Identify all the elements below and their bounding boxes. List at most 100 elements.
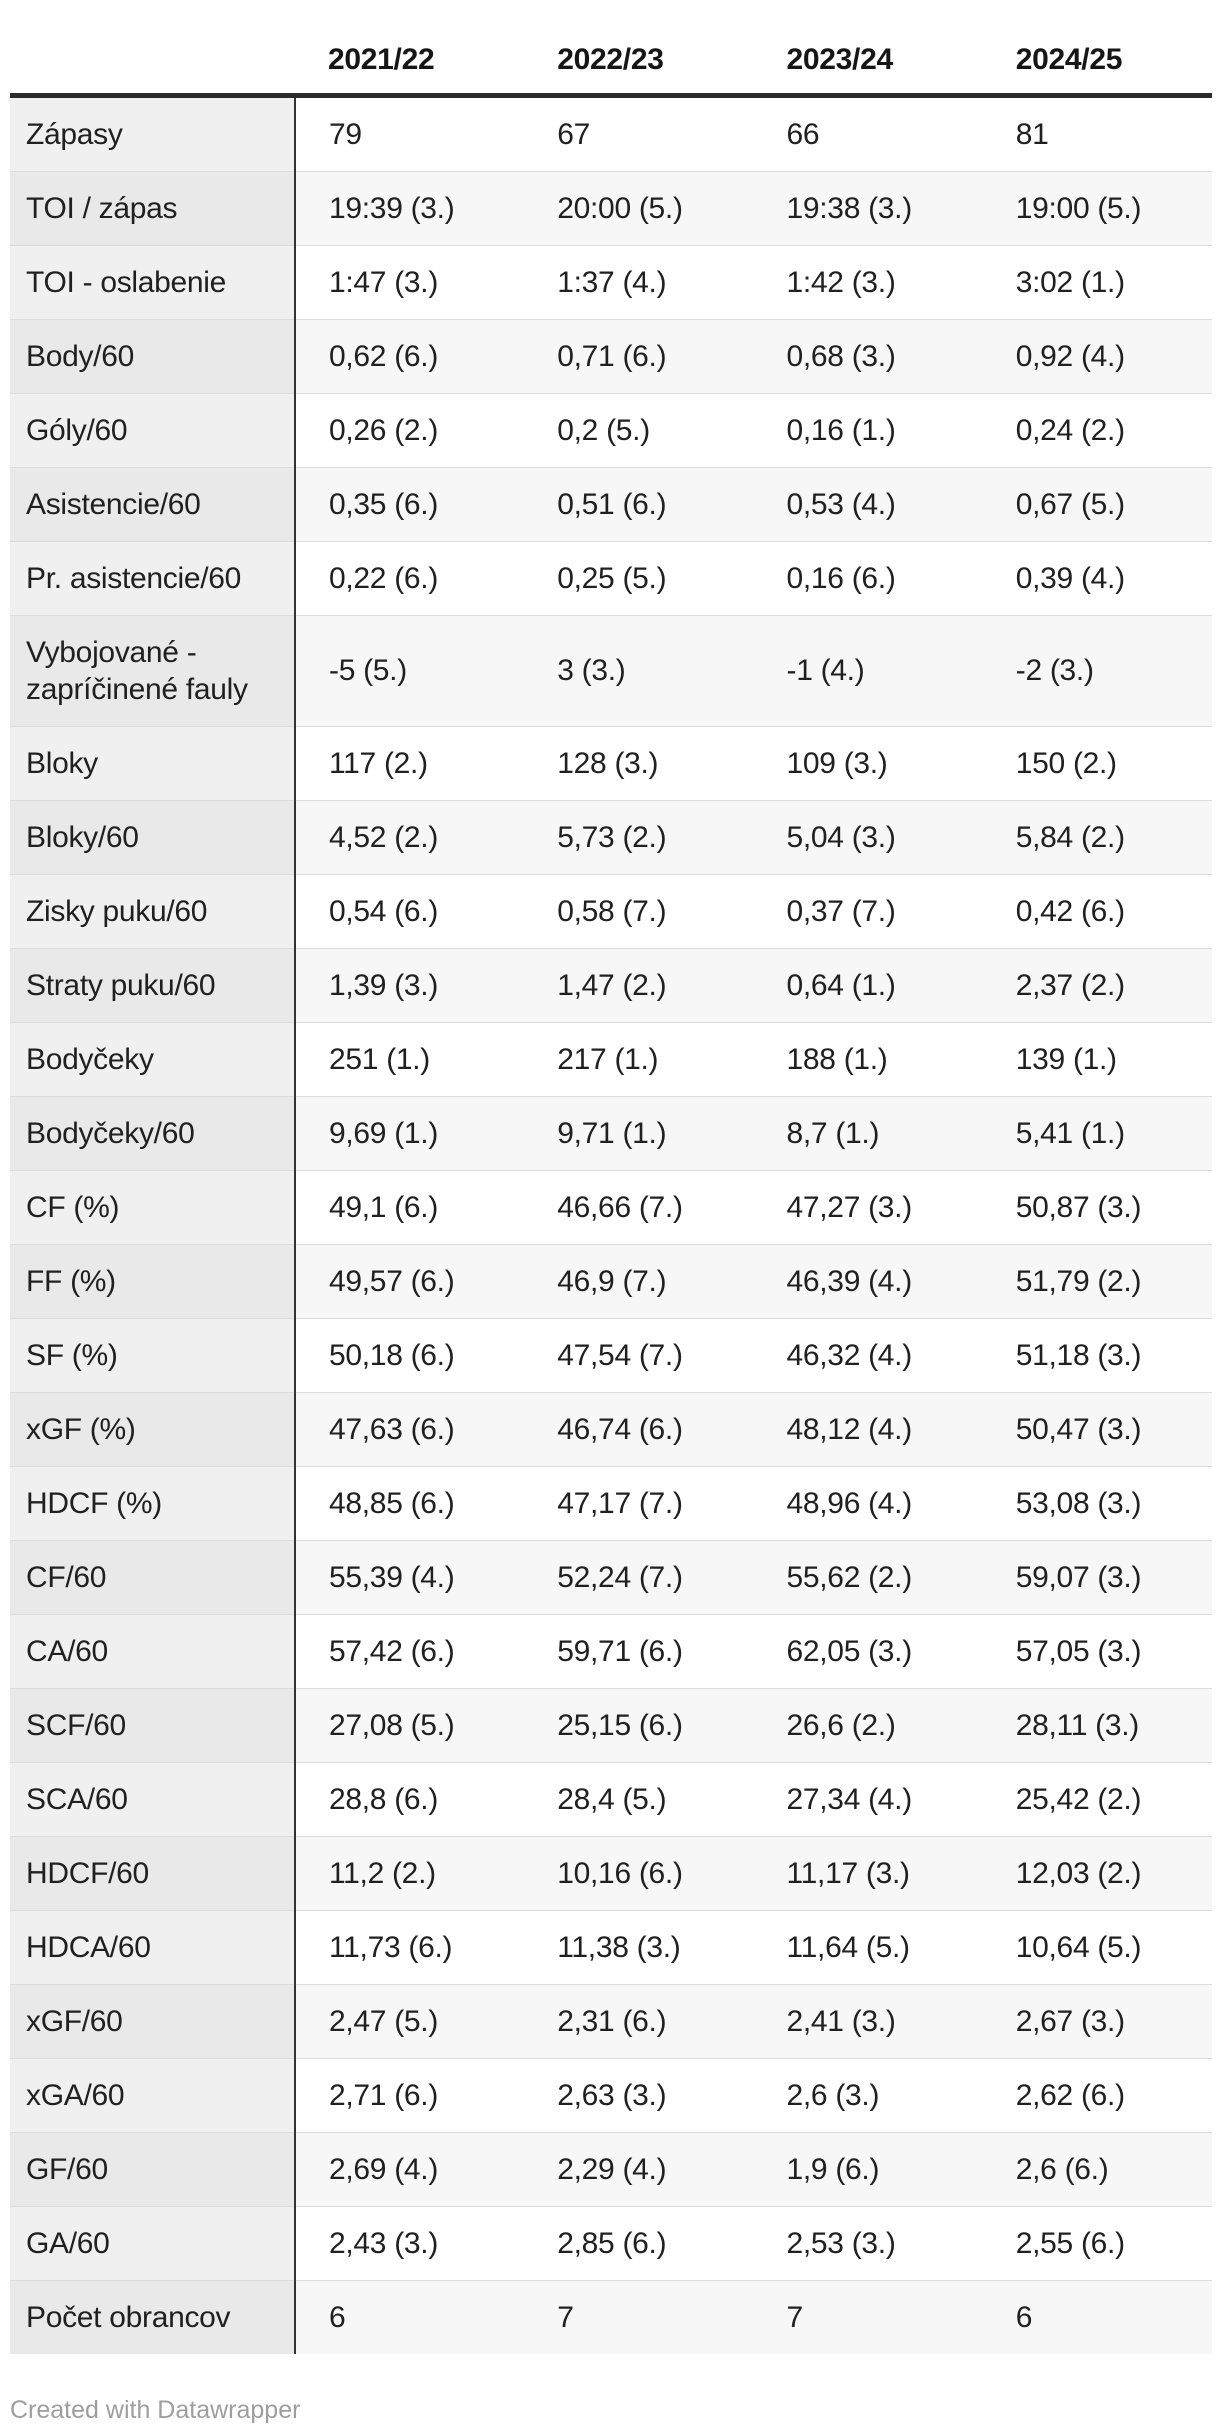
table-cell: 2,31 (6.) (524, 1983, 754, 2058)
table-cell: 11,64 (5.) (753, 1909, 983, 1984)
table-cell: 59,07 (3.) (982, 1539, 1212, 1614)
table-row: Bloky/60 4,52 (2.) 5,73 (2.) 5,04 (3.) 5,84 … (10, 799, 1212, 874)
row-label: Zápasy (10, 95, 296, 171)
table-cell: -2 (3.) (982, 614, 1212, 726)
table-cell: 25,42 (2.) (982, 1761, 1212, 1836)
table-row: HDCA/60 11,73 (6.) 11,38 (3.) 11,64 (5.) 10,… (10, 1909, 1212, 1984)
row-label: CA/60 (10, 1613, 296, 1688)
table-cell: 50,87 (3.) (982, 1169, 1212, 1244)
table-cell: 2,47 (5.) (295, 1983, 525, 2058)
row-label: CF/60 (10, 1539, 296, 1614)
table-cell: 1:37 (4.) (524, 244, 754, 319)
table-cell: 55,39 (4.) (295, 1539, 525, 1614)
table-cell: 28,11 (3.) (982, 1687, 1212, 1762)
table-cell: 27,08 (5.) (295, 1687, 525, 1762)
table-row: SF (%) 50,18 (6.) 47,54 (7.) 46,32 (4.) 51,1… (10, 1317, 1212, 1392)
row-label: TOI - oslabenie (10, 244, 296, 319)
table-cell: 217 (1.) (524, 1021, 754, 1096)
table-cell: 6 (982, 2279, 1212, 2354)
table-cell: 2,6 (6.) (982, 2131, 1212, 2206)
table-row: HDCF/60 11,2 (2.) 10,16 (6.) 11,17 (3.) 12,0… (10, 1835, 1212, 1910)
table-cell: 2,37 (2.) (982, 947, 1212, 1022)
row-label: Pr. asistencie/60 (10, 540, 296, 615)
table-cell: 52,24 (7.) (524, 1539, 754, 1614)
table-cell: 19:39 (3.) (295, 170, 525, 245)
table-cell: 2,85 (6.) (524, 2205, 754, 2280)
table-cell: 0,24 (2.) (982, 392, 1212, 467)
table-cell: 49,1 (6.) (295, 1169, 525, 1244)
table-cell: 1:47 (3.) (295, 244, 525, 319)
table-cell: 9,69 (1.) (295, 1095, 525, 1170)
table-cell: 0,26 (2.) (295, 392, 525, 467)
table-row: SCA/60 28,8 (6.) 28,4 (5.) 27,34 (4.) 25,42 … (10, 1761, 1212, 1836)
table-cell: 0,54 (6.) (295, 873, 525, 948)
row-label: FF (%) (10, 1243, 296, 1318)
table-cell: 10,16 (6.) (524, 1835, 754, 1910)
table-cell: 3:02 (1.) (982, 244, 1212, 319)
table-cell: 11,17 (3.) (753, 1835, 983, 1910)
table-row: xGA/60 2,71 (6.) 2,63 (3.) 2,6 (3.) 2,62 (6.… (10, 2057, 1212, 2132)
table-cell: 67 (524, 95, 754, 171)
table-cell: 109 (3.) (753, 725, 983, 800)
table-cell: 2,55 (6.) (982, 2205, 1212, 2280)
row-label: HDCF (%) (10, 1465, 296, 1540)
table-row: Body/60 0,62 (6.) 0,71 (6.) 0,68 (3.) 0,92 (… (10, 318, 1212, 393)
datawrapper-credit[interactable]: Created with Datawrapper (10, 2395, 301, 2424)
row-label: Vybojované - zapríčinené fauly (10, 614, 296, 726)
table-cell: 0,42 (6.) (982, 873, 1212, 948)
table-cell: 28,8 (6.) (295, 1761, 525, 1836)
row-label: xGF/60 (10, 1983, 296, 2058)
table-row: Vybojované - zapríčinené fauly -5 (5.) 3 (… (10, 614, 1212, 726)
table-cell: 2,69 (4.) (295, 2131, 525, 2206)
table-row: Bodyčeky/60 9,69 (1.) 9,71 (1.) 8,7 (1.) 5,4… (10, 1095, 1212, 1170)
table-cell: 188 (1.) (753, 1021, 983, 1096)
table-cell: 12,03 (2.) (982, 1835, 1212, 1910)
table-cell: 20:00 (5.) (524, 170, 754, 245)
table-cell: 27,34 (4.) (753, 1761, 983, 1836)
row-label: GF/60 (10, 2131, 296, 2206)
table-cell: 0,39 (4.) (982, 540, 1212, 615)
table-row: Straty puku/60 1,39 (3.) 1,47 (2.) 0,64 (1.… (10, 947, 1212, 1022)
table-cell: 251 (1.) (295, 1021, 525, 1096)
table-cell: 4,52 (2.) (295, 799, 525, 874)
table-cell: 150 (2.) (982, 725, 1212, 800)
table-cell: 0,25 (5.) (524, 540, 754, 615)
table-cell: 11,73 (6.) (295, 1909, 525, 1984)
table-cell: 62,05 (3.) (753, 1613, 983, 1688)
row-label: SF (%) (10, 1317, 296, 1392)
table-cell: 47,54 (7.) (524, 1317, 754, 1392)
table-cell: -5 (5.) (295, 614, 525, 726)
table-cell: 2,71 (6.) (295, 2057, 525, 2132)
table-row: xGF/60 2,47 (5.) 2,31 (6.) 2,41 (3.) 2,67 (3… (10, 1983, 1212, 2058)
table-cell: 0,62 (6.) (295, 318, 525, 393)
row-label: GA/60 (10, 2205, 296, 2280)
table-cell: 49,57 (6.) (295, 1243, 525, 1318)
table-cell: 0,35 (6.) (295, 466, 525, 541)
table-cell: 0,64 (1.) (753, 947, 983, 1022)
row-label: SCA/60 (10, 1761, 296, 1836)
table-cell: 0,37 (7.) (753, 873, 983, 948)
table-cell: 19:38 (3.) (753, 170, 983, 245)
row-label: Zisky puku/60 (10, 873, 296, 948)
table-row: Počet obrancov 6 7 7 6 (10, 2279, 1212, 2354)
table-row: CA/60 57,42 (6.) 59,71 (6.) 62,05 (3.) 57,05… (10, 1613, 1212, 1688)
row-label: Bodyčeky (10, 1021, 296, 1096)
table-cell: 28,4 (5.) (524, 1761, 754, 1836)
table-cell: 11,38 (3.) (524, 1909, 754, 1984)
table-cell: 2,63 (3.) (524, 2057, 754, 2132)
row-label: Bodyčeky/60 (10, 1095, 296, 1170)
column-header: 2023/24 (753, 0, 983, 98)
table-cell: 50,47 (3.) (982, 1391, 1212, 1466)
table-row: Zisky puku/60 0,54 (6.) 0,58 (7.) 0,37 (7.)… (10, 873, 1212, 948)
table-row: xGF (%) 47,63 (6.) 46,74 (6.) 48,12 (4.) 50,… (10, 1391, 1212, 1466)
table-row: GA/60 2,43 (3.) 2,85 (6.) 2,53 (3.) 2,55 (6.… (10, 2205, 1212, 2280)
table-cell: 47,17 (7.) (524, 1465, 754, 1540)
table-cell: 0,22 (6.) (295, 540, 525, 615)
table-row: GF/60 2,69 (4.) 2,29 (4.) 1,9 (6.) 2,6 (6.) (10, 2131, 1212, 2206)
table-row: Bloky 117 (2.) 128 (3.) 109 (3.) 150 (2.) (10, 725, 1212, 800)
table-cell: 0,92 (4.) (982, 318, 1212, 393)
table-row: Zápasy 79 67 66 81 (10, 95, 1212, 171)
datawrapper-table-page: 2021/22 2022/23 2023/24 2024/25 Zápasy 79 67 6… (10, 0, 1212, 2425)
table-cell: 3 (3.) (524, 614, 754, 726)
table-cell: 11,2 (2.) (295, 1835, 525, 1910)
